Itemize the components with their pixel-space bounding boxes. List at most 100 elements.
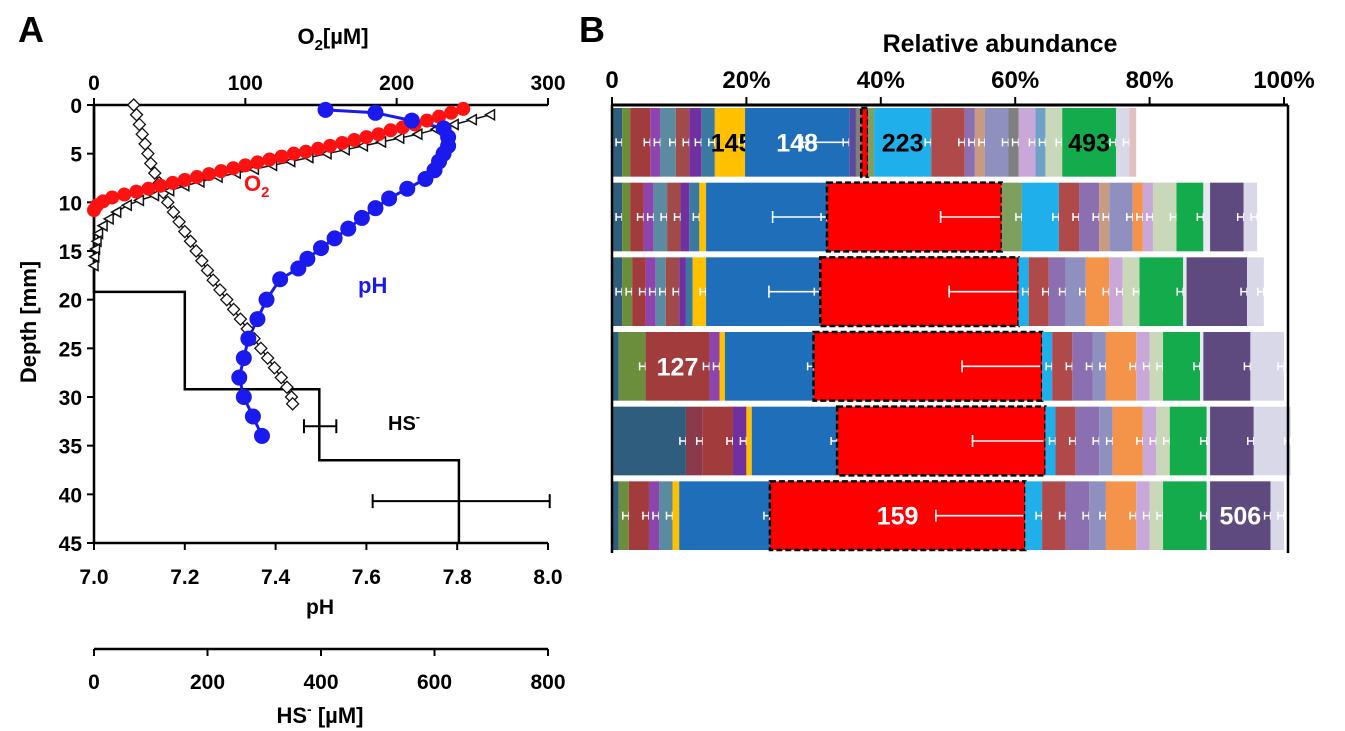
ph-tick-label: 7.2 [170, 566, 199, 589]
bar-segment [612, 332, 619, 401]
o2-tick-label: 100 [228, 72, 263, 95]
bar-segment [645, 332, 710, 401]
bar-segment [1045, 108, 1063, 177]
hs-microsensor-point [194, 253, 209, 268]
hs-microsensor-point [177, 224, 192, 239]
depth-profile-labels: O2[µM] Depth [mm] pH HS- [µM] pH O2 HS- [16, 24, 420, 728]
bar-segment [1028, 257, 1049, 326]
o2-replicate-point [147, 189, 160, 202]
o2-point [250, 155, 265, 170]
bar-segment [1210, 406, 1254, 476]
depth-tick-label: 20 [59, 290, 82, 313]
o2-replicate-point [88, 250, 100, 264]
bar-row: 159 506 [612, 480, 1285, 552]
hs-microsensor-point [260, 351, 275, 365]
o2-point [347, 133, 362, 148]
bar-segment [1163, 481, 1207, 550]
o2-point [238, 158, 253, 173]
o2-point [432, 109, 447, 124]
bar-segment [1048, 257, 1066, 326]
hs-microsensor-point [160, 195, 175, 210]
hs-microsensor-point [200, 263, 215, 278]
depth-tick-label: 30 [59, 387, 82, 410]
o2-point [189, 170, 204, 185]
hs-tick-label: 600 [417, 671, 452, 694]
ph-tick-label: 8.0 [533, 566, 562, 589]
bar-segment [672, 481, 680, 550]
hs-microsensor-point [233, 312, 248, 327]
o2-axis-title: O2[µM] [297, 24, 368, 54]
segment-label: 506 [1219, 503, 1261, 531]
bar-segment [679, 481, 770, 550]
o2-point [226, 161, 241, 176]
depth-tick-label: 40 [59, 484, 82, 507]
bar-segment [1085, 257, 1110, 326]
bar-segment [685, 257, 693, 326]
ph-point [235, 389, 252, 405]
hs-tick-label: 800 [530, 671, 565, 694]
bar-segment [630, 108, 651, 177]
o2-replicate-point [87, 259, 99, 272]
bar-segment [849, 108, 856, 177]
highlight-outline [819, 256, 1020, 328]
series-markers [87, 98, 496, 444]
bar-segment [1206, 481, 1211, 550]
o2-point [117, 187, 132, 202]
bar-row [612, 256, 1265, 328]
depth-tick-label: 45 [59, 533, 83, 556]
o2-point [165, 175, 180, 190]
o2-tick-label: 200 [379, 72, 414, 95]
bar-segment [1018, 108, 1036, 177]
bar-segment [1152, 182, 1177, 252]
ph-point [235, 350, 252, 367]
depth-axis-title: Depth [mm] [16, 261, 41, 383]
depth-tick-label: 25 [59, 338, 83, 361]
bar-segment [1052, 332, 1073, 401]
o2-point [202, 167, 217, 182]
bar-segment [680, 182, 690, 252]
bar-segment [1072, 332, 1093, 401]
o2-point [419, 113, 434, 128]
segment-label: 127 [657, 353, 699, 381]
bar-segment [699, 182, 707, 252]
bar-segment [714, 108, 719, 177]
bar-segment [1089, 481, 1106, 550]
depth-tick-label: 5 [70, 144, 82, 167]
o2-point [335, 135, 350, 150]
bar-segment [1025, 481, 1043, 550]
segment-label: 159 [877, 503, 919, 531]
bar-segment [1183, 257, 1187, 326]
o2-tick-label: 300 [530, 72, 565, 95]
o2-replicate-point [447, 118, 459, 131]
bar-segment [622, 182, 631, 252]
depth-tick-label: 15 [59, 241, 83, 264]
hs-tick-label: 200 [190, 671, 225, 694]
abundance-tick-label: 80% [1126, 67, 1174, 94]
bar-segment [1065, 481, 1090, 550]
o2-point [87, 203, 101, 218]
ph-point [290, 260, 307, 277]
hs-step-line [92, 105, 551, 543]
depth-tick-label: 35 [59, 436, 83, 459]
ph-tick-label: 7.4 [261, 566, 291, 589]
segment-label: 148 [776, 129, 818, 157]
bar-segment [1129, 108, 1137, 177]
abundance-tick-label: 60% [991, 67, 1039, 94]
o2-point [456, 101, 471, 116]
hs-microsensor-point [274, 370, 289, 385]
bar-segment [1065, 257, 1086, 326]
o2-point [129, 184, 144, 199]
bar-segment [751, 406, 838, 476]
bar-segment [685, 406, 703, 476]
bar-row [612, 405, 1292, 477]
bar-segment [1075, 406, 1100, 476]
ph-point [367, 200, 384, 217]
abundance-tick-label: 40% [857, 67, 905, 94]
bar-segment [1042, 481, 1066, 550]
hs-microsensor-point [143, 156, 158, 171]
bar-segment [612, 481, 619, 550]
bar-segment [622, 108, 631, 177]
bar-segment [1206, 406, 1211, 476]
